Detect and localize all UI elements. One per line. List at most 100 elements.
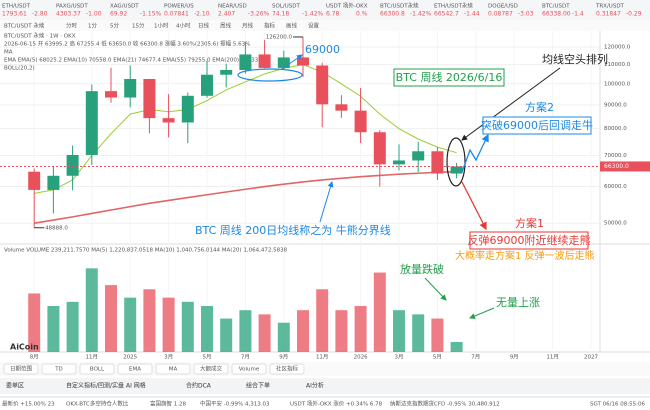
indicator-button[interactable]: [79, 363, 115, 375]
volume-bar: [162, 297, 175, 352]
ticker-price[interactable]: 1793.61: [2, 11, 27, 18]
ticker-symbol[interactable]: XAG/USDT: [110, 4, 139, 10]
ticker-change[interactable]: -2.80: [32, 11, 48, 18]
toolbar-item[interactable]: 月线: [242, 22, 254, 30]
ticker-change[interactable]: -0.29: [626, 11, 642, 18]
arrow: [469, 307, 495, 319]
tab[interactable]: AI分析: [306, 382, 324, 390]
indicator-label[interactable]: EMA: [129, 367, 141, 373]
ticker-symbol[interactable]: ETH/USDT永续: [434, 2, 473, 10]
tab[interactable]: 组合下单: [246, 382, 270, 390]
y-tick-label: 60000.0: [604, 184, 627, 190]
toolbar-item[interactable]: 1分: [88, 22, 97, 30]
ticker-price[interactable]: 2.407: [218, 11, 235, 18]
ticker-price[interactable]: 0.07841: [164, 11, 189, 18]
indicator-label[interactable]: BOLL: [90, 367, 105, 373]
indicator-label[interactable]: 社区指标: [276, 365, 299, 373]
ticker-symbol[interactable]: POWER/US: [164, 4, 194, 10]
annotation: BTC 周线 200日均线称之为 牛熊分界线: [195, 223, 391, 237]
status-items: 最新价 +15.00% 23 OKX-BTC多空持仓人数比 富国旗智 1.28 中国平…: [2, 400, 645, 408]
arrow: [424, 277, 447, 301]
volume-bar: [143, 289, 156, 352]
candle-body: [450, 166, 463, 174]
toolbar-item[interactable]: BTC/USDT 永续: [4, 22, 45, 30]
volume-bar: [47, 306, 60, 352]
toolbar-item[interactable]: 周线: [220, 22, 232, 30]
highlight-ellipse: [237, 68, 303, 82]
ticker-price[interactable]: 0.31847: [596, 11, 621, 18]
indicator-button[interactable]: [155, 363, 191, 375]
toolbar-item[interactable]: 5分: [110, 22, 119, 30]
candle-body: [412, 151, 425, 161]
indicator-label[interactable]: MA: [169, 367, 178, 373]
volume-bar: [412, 314, 425, 352]
toolbar-item[interactable]: 分时: [66, 22, 78, 30]
ticker-price[interactable]: 6.78: [326, 11, 340, 18]
ticker-price[interactable]: 66300.8: [380, 11, 405, 18]
toolbar-item[interactable]: 设置: [308, 22, 320, 30]
status-item: USDT 场外-OKX 涨价 +0.34% 6.78: [290, 400, 383, 408]
annotation: 反弹69000附近继续走熊: [468, 233, 591, 247]
ticker-change[interactable]: -1.42%: [410, 11, 432, 18]
ticker-price[interactable]: 0.08787: [488, 11, 513, 18]
toolbar-item[interactable]: 15分: [132, 22, 145, 30]
tab[interactable]: 合约DCA: [186, 382, 212, 390]
tab-items: 委单区 自定义指标/回测/实盘 AI 网格 合约DCA 组合下单 AI分析: [6, 382, 324, 390]
ticker-price[interactable]: 4303.37: [56, 11, 81, 18]
tab[interactable]: AI 网格: [126, 382, 146, 390]
volume-bar: [373, 272, 386, 352]
arrow: [461, 67, 561, 141]
indicator-button[interactable]: [231, 363, 267, 375]
ticker-price[interactable]: 66542.7: [434, 11, 459, 18]
ticker-price[interactable]: 66338.00: [542, 11, 571, 18]
tab[interactable]: 自定义指标/回测/实盘: [66, 382, 124, 390]
volume-bar: [220, 318, 233, 352]
annotation: 大概率走方案1 反弹一波后走熊: [455, 249, 595, 262]
toolbar-item[interactable]: 画线: [286, 22, 298, 30]
ticker-change[interactable]: -1.4: [572, 11, 584, 18]
tab[interactable]: 委单区: [6, 382, 24, 390]
ticker-symbol[interactable]: DOGE/USD: [488, 4, 518, 10]
ticker-change[interactable]: -3.03: [518, 11, 534, 18]
toolbar-item[interactable]: 1小时: [154, 22, 169, 30]
indicator-label[interactable]: 大额成交: [200, 365, 223, 373]
indicator-label[interactable]: TD: [54, 367, 63, 373]
ticker-symbol[interactable]: SOL/USDT: [272, 4, 300, 10]
indicator-button[interactable]: [193, 363, 229, 375]
ticker-change[interactable]: 0.%: [356, 11, 368, 18]
candle-body: [316, 65, 329, 105]
ticker-symbol[interactable]: TRX/USDT: [595, 4, 625, 10]
highlight-ellipse: [446, 137, 466, 187]
ticker-symbol[interactable]: USDT 场外-OKX: [326, 2, 368, 10]
candle-body: [143, 79, 156, 119]
indicator-button[interactable]: [41, 363, 77, 375]
toolbar-item[interactable]: 日线: [198, 22, 210, 30]
ticker-symbol[interactable]: BTC/USDT: [542, 4, 570, 10]
ticker-change[interactable]: -3.26%: [248, 11, 270, 18]
ticker-change[interactable]: -1.44: [464, 11, 480, 18]
ticker-symbol[interactable]: ETH/USDT: [2, 4, 31, 10]
indicator-label[interactable]: 日期范围: [10, 365, 33, 373]
ticker-change[interactable]: -2.10: [194, 11, 210, 18]
ticker-symbol[interactable]: PAXG/USDT: [56, 4, 88, 10]
ticker-change[interactable]: -1.15%: [140, 11, 162, 18]
ticker-change[interactable]: -1.42%: [302, 11, 324, 18]
candle-body: [66, 154, 79, 176]
plot: Volume VOLUME 239,211.7570 MA(5) 1,220,8…: [0, 34, 650, 352]
ticker-price[interactable]: 69.92: [110, 11, 127, 18]
indicator-label[interactable]: Volume: [239, 367, 260, 373]
volume-bar: [393, 310, 405, 352]
toolbar-item[interactable]: 4小时: [176, 22, 191, 30]
ticker-symbol[interactable]: NEAR/USD: [218, 4, 247, 10]
x-tick-label: 11月: [86, 354, 99, 361]
indicator-button[interactable]: [3, 363, 39, 375]
indicator-button[interactable]: [117, 363, 153, 375]
indicator-button[interactable]: [269, 363, 305, 375]
ticker-price[interactable]: 74.18: [272, 11, 289, 18]
x-tick-label: 5月: [203, 354, 212, 361]
ticker-symbol[interactable]: BTC/USDT永续: [380, 2, 419, 10]
candle-body: [85, 91, 98, 155]
toolbar-item[interactable]: 指标: [264, 22, 276, 30]
ticker-change[interactable]: -1.00: [86, 11, 102, 18]
